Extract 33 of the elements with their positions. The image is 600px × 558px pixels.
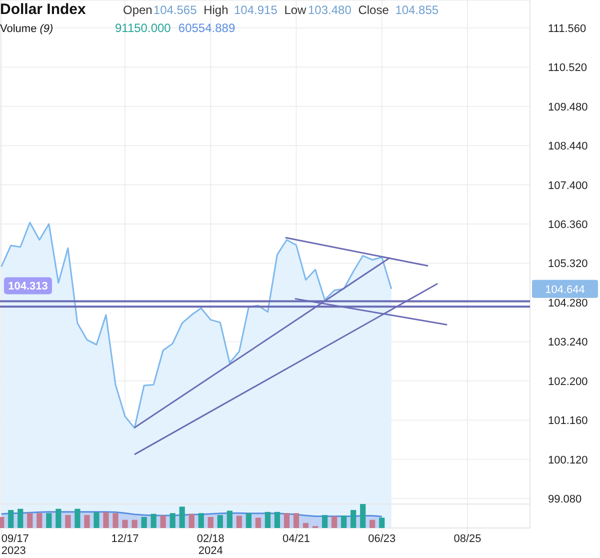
x-tick-label: 08/25 xyxy=(454,533,482,545)
x-tick-label: 02/18 2024 xyxy=(196,533,224,557)
y-tick-label: 108.440 xyxy=(548,140,588,153)
ref-line-label: 104.313 xyxy=(8,280,48,293)
annotation: 104.565 xyxy=(153,3,198,17)
y-tick-label: 109.480 xyxy=(548,101,588,114)
annotation: 60554.889 xyxy=(178,21,236,35)
y-tick-label: 106.360 xyxy=(548,219,588,232)
annotation: 91150.000 xyxy=(115,21,172,35)
x-tick-label: 09/17 2023 xyxy=(1,533,29,557)
annotation: 104.915 xyxy=(234,3,278,17)
annotation: 103.480 xyxy=(308,3,352,17)
text: 104.644 xyxy=(545,284,585,296)
x-tick-label: 04/21 xyxy=(282,533,310,545)
chart-title: Dollar Index xyxy=(0,1,87,18)
annotation: 104.855 xyxy=(395,3,439,17)
y-tick-label: 103.240 xyxy=(548,336,588,349)
y-tick-label: 110.520 xyxy=(548,62,587,74)
annotation: High xyxy=(204,3,228,17)
y-tick-label: 104.280 xyxy=(548,297,588,310)
y-tick-label: 102.200 xyxy=(548,376,588,388)
chart-title: Volume (9) xyxy=(0,23,54,35)
x-tick-label: 12/17 xyxy=(111,533,139,545)
annotation: Close xyxy=(358,3,390,17)
annotation: Open xyxy=(123,3,152,17)
y-tick-label: 107.400 xyxy=(548,180,588,192)
y-tick-label: 101.160 xyxy=(548,415,588,428)
y-tick-label: 105.320 xyxy=(548,258,588,270)
y-tick-label: 111.560 xyxy=(548,22,586,35)
annotation: Low xyxy=(284,3,307,17)
x-tick-label: 06/23 xyxy=(368,533,396,545)
y-tick-label: 99.080 xyxy=(548,494,582,506)
y-tick-label: 100.120 xyxy=(548,454,588,466)
